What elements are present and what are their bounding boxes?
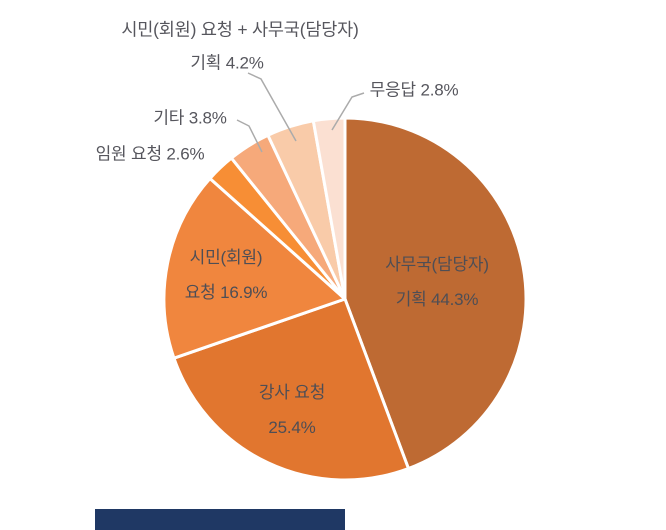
slice-label-gangsa-line1: 강사 요청 — [258, 383, 326, 402]
pie-slice-1[interactable] — [172, 297, 410, 482]
pie-slice-2[interactable] — [162, 176, 347, 360]
slice-label-simin-line1: 시민(회원) — [189, 248, 263, 267]
chart-title: 시민(회원) 요청 + 사무국(담당자) — [121, 19, 359, 40]
slice-label-simin: 시민(회원) 요청 16.9% — [185, 240, 268, 310]
leader-line-gita — [236, 119, 263, 153]
pie-slice-6[interactable] — [311, 116, 347, 301]
bottom-accent-bar — [95, 509, 345, 530]
slice-label-simin-line2: 요청 16.9% — [184, 283, 268, 302]
pie-slice-0[interactable] — [343, 116, 528, 471]
callout-label-mueungdap: 무응답 2.8% — [369, 80, 459, 100]
slice-label-samuguk-line1: 사무국(담당자) — [385, 255, 489, 274]
slice-label-samuguk: 사무국(담당자) 기획 44.3% — [385, 247, 489, 317]
leader-line-mueungdap — [331, 92, 365, 131]
callout-label-gita: 기타 3.8% — [153, 108, 227, 128]
callout-label-gihoek: 기획 4.2% — [190, 53, 264, 73]
slice-label-gangsa: 강사 요청 25.4% — [259, 375, 325, 445]
leader-line-gihoek — [247, 72, 297, 142]
callout-label-imwon: 임원 요청 2.6% — [95, 144, 205, 164]
slice-label-samuguk-line2: 기획 44.3% — [395, 290, 479, 309]
slice-label-gangsa-line2: 25.4% — [268, 418, 316, 437]
pie — [162, 116, 528, 482]
